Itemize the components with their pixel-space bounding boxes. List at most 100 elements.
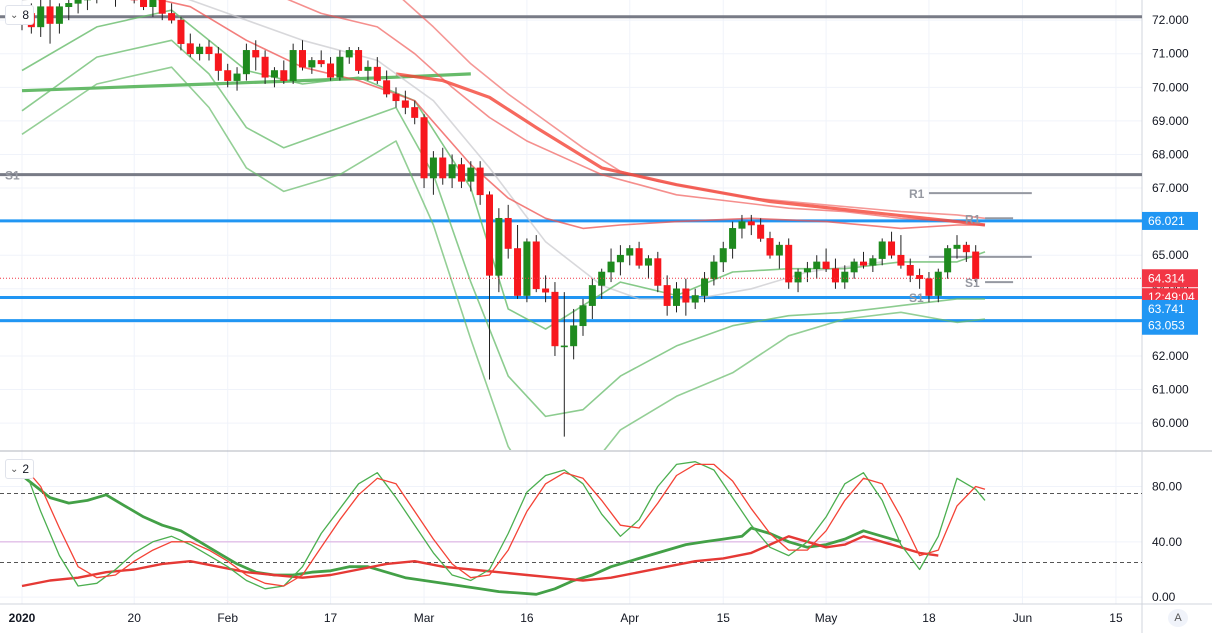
price-badge-label: 66.021 xyxy=(1148,214,1185,228)
overlay-line xyxy=(395,72,986,227)
candle-body xyxy=(738,221,746,229)
candle-body xyxy=(906,264,914,276)
candle-body xyxy=(729,228,737,249)
candle-body xyxy=(261,56,269,78)
candle-body xyxy=(373,66,381,81)
price-badge-label: 63.741 xyxy=(1148,302,1185,316)
oscillator-tick-label: 40.00 xyxy=(1152,535,1182,549)
candle-body xyxy=(476,167,484,196)
candle-body xyxy=(766,238,774,256)
candle-body xyxy=(74,0,82,4)
candle-body xyxy=(429,157,437,179)
candle-body xyxy=(168,13,176,21)
oscillator-line xyxy=(21,535,939,588)
main-pane-indicator-toggle[interactable]: ⌄ 8 xyxy=(5,5,35,25)
candle-body xyxy=(298,50,306,68)
pivot-label: R1 xyxy=(909,187,925,201)
candle-body xyxy=(682,288,690,303)
price-badge-label: 64.314 xyxy=(1148,271,1185,285)
candle-body xyxy=(897,254,905,266)
candle-body xyxy=(289,50,297,81)
candle-body xyxy=(420,117,428,179)
candle-body xyxy=(785,244,793,283)
price-badge xyxy=(1142,299,1198,318)
candle-body xyxy=(953,244,961,249)
candle-body xyxy=(383,80,391,95)
candle-body xyxy=(850,261,858,273)
candle-body xyxy=(831,268,839,283)
candle-body xyxy=(962,244,970,253)
candle-body xyxy=(214,53,222,71)
price-tick-label: 71.000 xyxy=(1152,47,1189,61)
candle-body xyxy=(149,0,157,8)
sub-pane-indicator-count: 2 xyxy=(22,462,30,476)
candle-body xyxy=(242,50,250,75)
price-tick-label: 61.000 xyxy=(1152,383,1189,397)
candle-body xyxy=(775,244,783,256)
candle-body xyxy=(270,70,278,78)
time-axis-label: May xyxy=(815,611,838,625)
candle-body xyxy=(626,248,634,256)
sub-pane-indicator-toggle[interactable]: ⌄ 2 xyxy=(5,459,35,479)
candle-body xyxy=(719,248,727,263)
candle-body xyxy=(803,268,811,273)
price-tick-label: 68.000 xyxy=(1152,147,1189,161)
candle-body xyxy=(598,271,606,286)
oscillator-line xyxy=(21,474,902,596)
overlay-line xyxy=(21,39,985,418)
oscillator-line xyxy=(21,463,986,587)
candle-body xyxy=(186,43,194,55)
price-badge xyxy=(1142,269,1198,288)
overlay-line xyxy=(21,9,986,330)
price-badge xyxy=(1142,316,1198,335)
candle-body xyxy=(672,288,680,306)
candle-body xyxy=(747,221,755,226)
candle-body xyxy=(345,50,353,58)
candle-body xyxy=(485,194,493,276)
candle-body xyxy=(37,6,45,28)
candle-body xyxy=(542,288,550,293)
time-axis-label: Jun xyxy=(1013,611,1032,625)
candle-body xyxy=(55,6,63,24)
candle-body xyxy=(841,271,849,283)
candle-body xyxy=(869,258,877,266)
candle-body xyxy=(579,305,587,327)
candle-body xyxy=(401,100,409,108)
candle-body xyxy=(224,70,232,81)
candle-body xyxy=(514,248,522,296)
pivot-label: S1 xyxy=(5,169,20,183)
candle-body xyxy=(607,261,615,273)
time-axis-label: 15 xyxy=(717,611,731,625)
candle-body xyxy=(813,261,821,269)
candle-body xyxy=(663,285,671,306)
overlay-line xyxy=(22,0,883,300)
price-badge-label: 63.053 xyxy=(1148,319,1185,333)
candle-body xyxy=(701,278,709,296)
price-tick-label: 67.000 xyxy=(1152,181,1189,195)
candle-body xyxy=(205,46,213,55)
price-tick-label: 65.000 xyxy=(1152,248,1189,262)
candle-body xyxy=(327,63,335,78)
candle-body xyxy=(448,164,456,179)
candle-body xyxy=(934,271,942,296)
pivot-label: R1 xyxy=(965,212,981,226)
candle-body xyxy=(570,325,578,347)
time-axis-label: 15 xyxy=(1109,611,1123,625)
candle-body xyxy=(439,157,447,179)
candle-body xyxy=(644,258,652,266)
candle-body xyxy=(317,60,325,65)
candle-body xyxy=(635,248,643,266)
candle-body xyxy=(140,0,148,8)
auto-scale-button[interactable]: A xyxy=(1168,609,1188,627)
pivot-label: S1 xyxy=(965,276,980,290)
candle-body xyxy=(925,278,933,296)
candle-body xyxy=(560,345,568,348)
price-tick-label: 72.000 xyxy=(1152,13,1189,27)
candle-body xyxy=(392,93,400,102)
candle-body xyxy=(523,241,531,296)
chevron-down-icon: ⌄ xyxy=(10,463,19,475)
overlay-line xyxy=(156,0,985,230)
time-axis-label: Apr xyxy=(620,611,639,625)
